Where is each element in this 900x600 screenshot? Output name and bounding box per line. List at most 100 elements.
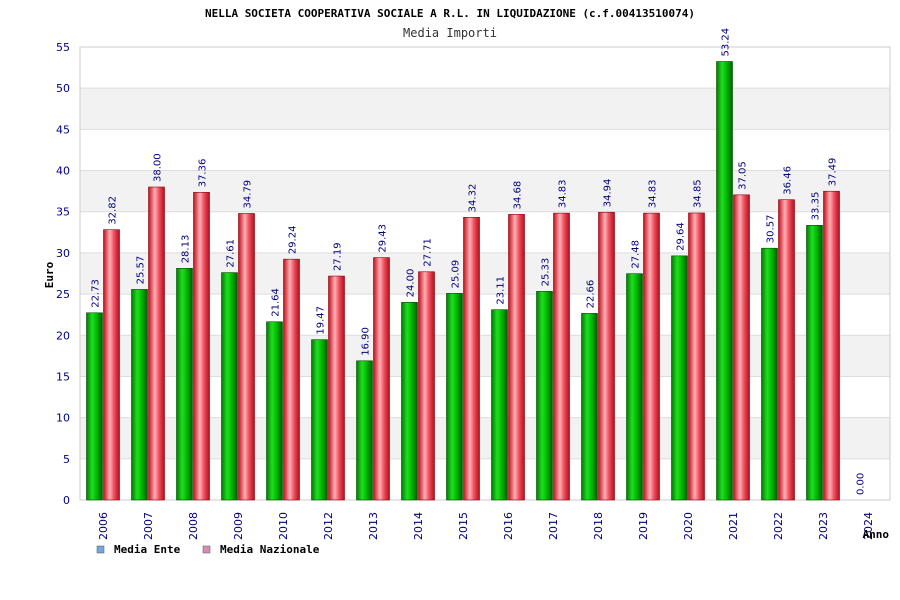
bar-media-nazionale bbox=[283, 258, 300, 501]
data-label: 0.00 bbox=[856, 473, 867, 495]
bar-media-ente bbox=[761, 247, 778, 501]
x-tick-label: 2023 bbox=[817, 512, 830, 540]
x-tick-label: 2008 bbox=[187, 512, 200, 540]
data-label: 34.83 bbox=[648, 179, 659, 208]
x-tick-label: 2010 bbox=[277, 512, 290, 540]
grid-bands bbox=[80, 88, 890, 459]
data-label: 27.19 bbox=[333, 242, 344, 271]
data-label: 29.43 bbox=[378, 224, 389, 253]
bar-media-ente bbox=[446, 293, 463, 501]
x-tick-label: 2016 bbox=[502, 512, 515, 540]
x-tick-label: 2024 bbox=[862, 512, 875, 540]
bar-media-nazionale bbox=[463, 217, 480, 501]
x-tick-label: 2018 bbox=[592, 512, 605, 540]
bar-media-ente bbox=[716, 61, 733, 501]
bar-media-ente bbox=[176, 268, 193, 501]
data-label: 34.68 bbox=[513, 181, 524, 210]
bar-media-nazionale bbox=[148, 186, 165, 501]
bar-media-ente bbox=[671, 255, 688, 501]
data-label: 21.64 bbox=[271, 288, 282, 317]
bar-media-ente bbox=[491, 309, 508, 501]
bar-media-nazionale bbox=[778, 199, 795, 501]
data-label: 27.61 bbox=[226, 239, 237, 268]
bar-media-ente bbox=[401, 302, 418, 501]
y-tick-label: 0 bbox=[63, 494, 70, 507]
bar-media-nazionale bbox=[373, 257, 390, 501]
y-axis-label: Euro bbox=[43, 261, 56, 288]
bar-media-ente bbox=[311, 339, 328, 501]
bar-media-nazionale bbox=[193, 191, 210, 501]
data-label: 16.90 bbox=[361, 327, 372, 356]
data-label: 29.64 bbox=[676, 222, 687, 251]
bar-media-ente bbox=[131, 289, 148, 501]
data-label: 25.09 bbox=[451, 260, 462, 289]
data-label: 34.83 bbox=[558, 179, 569, 208]
x-tick-label: 2017 bbox=[547, 512, 560, 540]
legend: Media Ente Media Nazionale bbox=[96, 543, 320, 556]
chart-title: NELLA SOCIETA COOPERATIVA SOCIALE A R.L.… bbox=[205, 7, 695, 20]
legend-label-media-nazionale: Media Nazionale bbox=[220, 543, 320, 556]
y-tick-label: 25 bbox=[56, 288, 70, 301]
x-tick-label: 2013 bbox=[367, 512, 380, 540]
data-labels: 22.73 32.82 25.57 38.00 28.13 37.36 27.61 34.79… bbox=[91, 28, 867, 495]
data-label: 27.48 bbox=[631, 240, 642, 269]
y-axis: 0 5 10 15 20 25 30 35 40 45 50 55 bbox=[56, 41, 70, 507]
y-tick-label: 5 bbox=[63, 453, 70, 466]
data-label: 37.05 bbox=[738, 161, 749, 190]
y-tick-label: 50 bbox=[56, 82, 70, 95]
bar-media-nazionale bbox=[598, 211, 615, 501]
x-tick-label: 2022 bbox=[772, 512, 785, 540]
x-tick-label: 2006 bbox=[97, 512, 110, 540]
grid-band bbox=[80, 417, 890, 459]
bar-media-nazionale bbox=[508, 214, 525, 501]
data-label: 25.57 bbox=[136, 256, 147, 285]
data-label: 24.00 bbox=[406, 269, 417, 298]
bar-media-nazionale bbox=[733, 194, 750, 501]
y-tick-label: 15 bbox=[56, 370, 70, 383]
data-label: 34.79 bbox=[243, 180, 254, 209]
x-tick-label: 2007 bbox=[142, 512, 155, 540]
x-tick-label: 2015 bbox=[457, 512, 470, 540]
bars bbox=[86, 61, 840, 501]
x-tick-label: 2012 bbox=[322, 512, 335, 540]
bar-media-ente bbox=[626, 273, 643, 501]
data-label: 28.13 bbox=[181, 235, 192, 264]
legend-swatch-media-nazionale bbox=[202, 545, 211, 554]
x-tick-label: 2014 bbox=[412, 512, 425, 540]
x-axis-label: Anno bbox=[863, 528, 890, 541]
bar-media-ente bbox=[356, 360, 373, 501]
y-tick-label: 45 bbox=[56, 123, 70, 136]
grid-band bbox=[80, 252, 890, 295]
data-label: 23.11 bbox=[496, 276, 507, 305]
x-axis: 2006 2007 2008 2009 2010 2012 2013 2014 2015 2016… bbox=[97, 512, 875, 540]
legend-swatch-media-ente bbox=[96, 545, 105, 554]
bar-media-nazionale bbox=[328, 275, 345, 501]
data-label: 53.24 bbox=[721, 28, 732, 57]
bar-media-nazionale bbox=[238, 213, 255, 501]
data-label: 22.66 bbox=[586, 280, 597, 309]
bar-media-ente bbox=[536, 291, 553, 501]
x-tick-label: 2019 bbox=[637, 512, 650, 540]
bar-media-ente bbox=[266, 321, 283, 501]
data-label: 36.46 bbox=[783, 166, 794, 195]
data-label: 32.82 bbox=[108, 196, 119, 225]
data-label: 27.71 bbox=[423, 238, 434, 267]
data-label: 25.33 bbox=[541, 258, 552, 287]
bar-media-nazionale bbox=[103, 229, 120, 501]
grid-band bbox=[80, 335, 890, 377]
y-tick-label: 35 bbox=[56, 206, 70, 219]
bar-media-nazionale bbox=[643, 212, 660, 501]
chart-subtitle: Media Importi bbox=[403, 26, 497, 40]
legend-label-media-ente: Media Ente bbox=[114, 543, 181, 556]
plot-frame bbox=[79, 46, 891, 501]
y-tick-label: 40 bbox=[56, 165, 70, 178]
grid-band bbox=[80, 170, 890, 212]
y-tick-label: 10 bbox=[56, 412, 70, 425]
data-label: 34.32 bbox=[468, 184, 479, 213]
data-label: 30.57 bbox=[766, 215, 777, 244]
bar-media-ente bbox=[806, 225, 823, 501]
bar-media-ente bbox=[221, 272, 238, 501]
data-label: 33.35 bbox=[811, 192, 822, 221]
y-tick-label: 55 bbox=[56, 41, 70, 54]
